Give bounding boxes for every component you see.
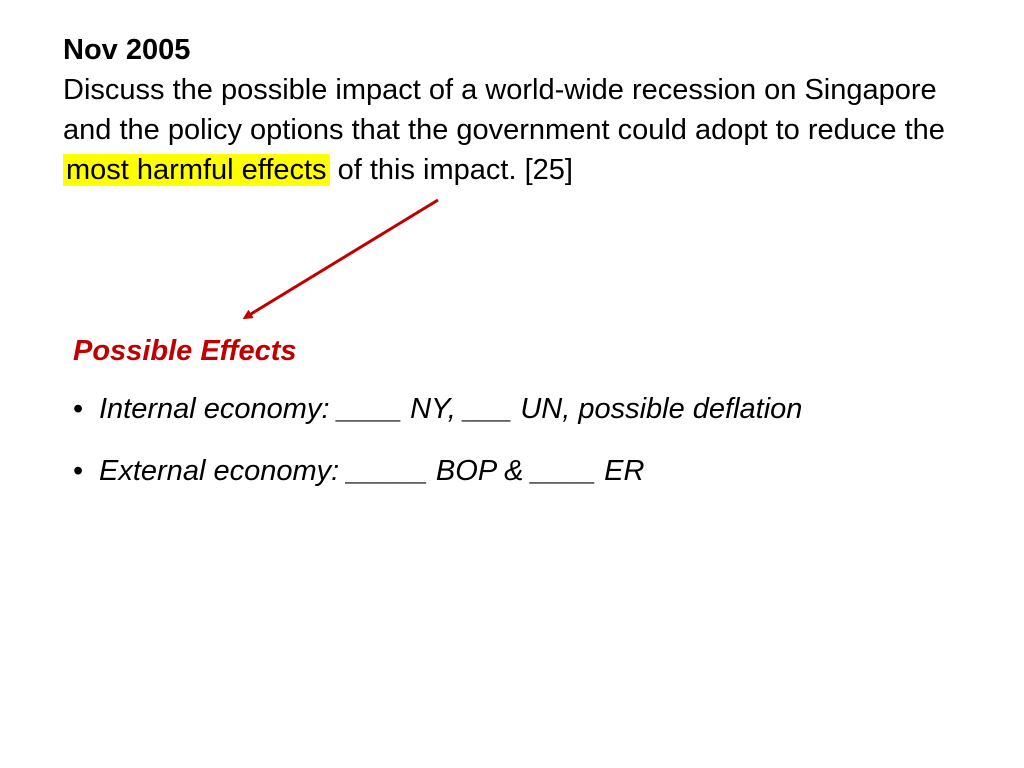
question-date: Nov 2005 xyxy=(63,34,191,66)
effects-list: • Internal economy: ____ NY, ___ UN, pos… xyxy=(73,390,973,490)
effects-heading: Possible Effects xyxy=(73,335,297,367)
question-highlight: most harmful effects xyxy=(63,154,330,186)
list-item: • Internal economy: ____ NY, ___ UN, pos… xyxy=(73,390,973,428)
bullet-icon: • xyxy=(73,455,84,487)
effects-bullet-external: External economy: _____ BOP & ____ ER xyxy=(99,455,645,487)
list-item: • External economy: _____ BOP & ____ ER xyxy=(73,452,973,490)
question-block: Nov 2005 Discuss the possible impact of … xyxy=(63,30,993,190)
question-text-before: Discuss the possible impact of a world-w… xyxy=(63,74,945,146)
effects-bullet-internal: Internal economy: ____ NY, ___ UN, possi… xyxy=(99,393,803,425)
question-text-after: of this impact. [25] xyxy=(329,154,573,186)
effects-section: Possible Effects • Internal economy: ___… xyxy=(73,332,973,514)
bullet-icon: • xyxy=(73,393,84,425)
